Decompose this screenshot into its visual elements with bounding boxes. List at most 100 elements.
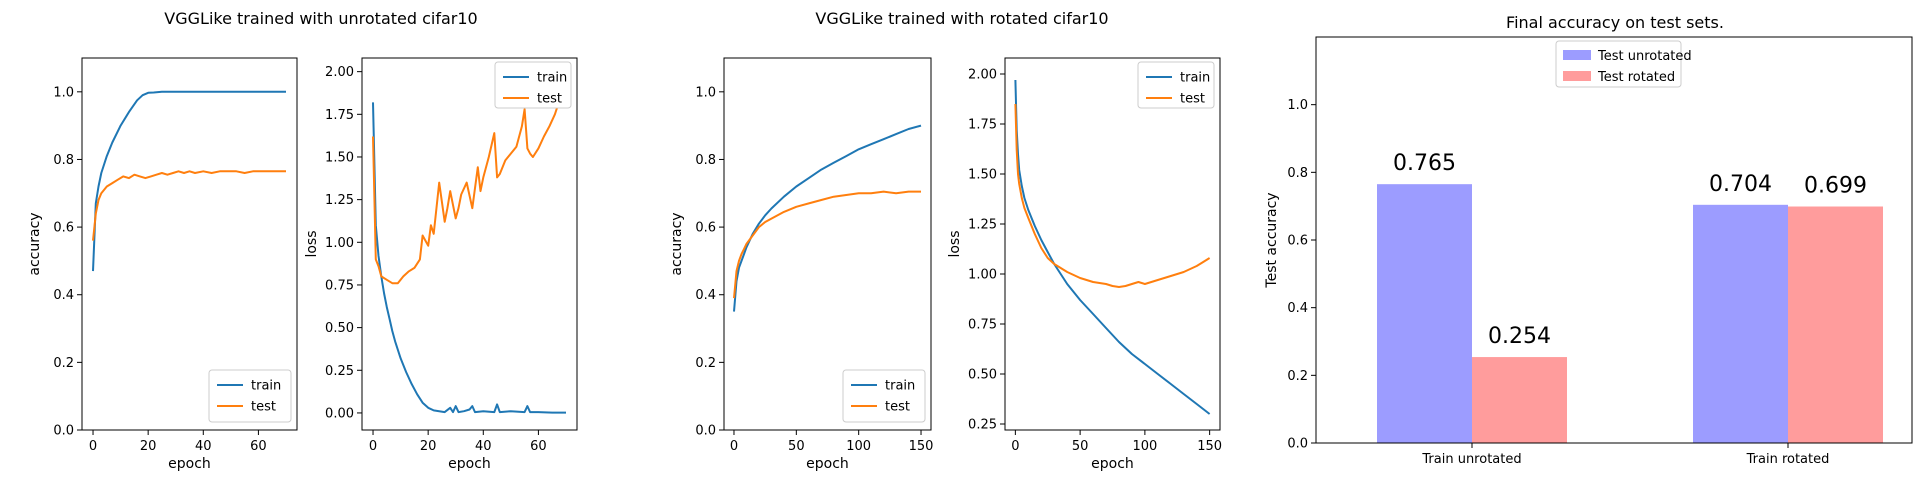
plot-frame (723, 57, 932, 431)
series-line-train (733, 124, 922, 312)
x-tick-label: 20 (140, 439, 157, 454)
x-tick-label: 150 (1197, 439, 1222, 454)
x-tick-label: Train unrotated (1421, 452, 1521, 467)
y-tick-label: 0.0 (1287, 437, 1308, 452)
legend: train test (208, 369, 292, 423)
x-tick-label: 60 (530, 439, 547, 454)
x-tick-label: 0 (730, 439, 738, 454)
legend: train test (842, 369, 926, 423)
y-tick-label: 1.00 (325, 236, 354, 251)
y-tick-label: 0.0 (695, 424, 716, 439)
series-line-train (372, 102, 566, 414)
chart-5: 0.765 0.704 0.254 0.699 0.0 0.2 0.4 0.6 0.8 1.0 Tr… (1264, 36, 1913, 467)
legend-box (1137, 61, 1215, 109)
x-tick-label: 0 (1011, 439, 1019, 454)
legend-swatch-Test rotated (1563, 71, 1591, 81)
plot-frame (81, 57, 298, 431)
bar-chart-title: Final accuracy on test sets. (1506, 13, 1724, 32)
y-tick-label: 1.75 (325, 108, 354, 123)
x-axis-label: epoch (1091, 456, 1134, 472)
legend-label-train: train (885, 379, 915, 394)
y-tick-label: 1.25 (968, 218, 997, 233)
y-tick-label: 0.4 (695, 288, 716, 303)
y-tick-label: 0.8 (1287, 166, 1308, 181)
y-tick-label: 0.4 (1287, 301, 1308, 316)
y-tick-label: 1.0 (695, 85, 716, 100)
legend-label-test: test (537, 92, 562, 107)
series-line-test (733, 190, 921, 299)
y-tick-label: 0.75 (325, 278, 354, 293)
legend-label-Test rotated: Test rotated (1597, 70, 1675, 85)
x-tick-label: 50 (1072, 439, 1089, 454)
series-line-test (372, 79, 567, 285)
x-tick-label: 40 (475, 439, 492, 454)
y-tick-label: 0.6 (53, 221, 74, 236)
y-tick-label: 1.50 (325, 150, 354, 165)
bar-value-label: 0.765 (1393, 151, 1456, 176)
y-tick-label: 0.6 (695, 221, 716, 236)
bar-value-label: 0.254 (1488, 324, 1551, 349)
chart-3: 0 50 100 150 0.0 0.2 0.4 0.6 0.8 1.0 epoch accuracy… (669, 57, 933, 472)
chart-4: 0 50 100 150 0.25 0.50 0.75 1.00 1.25 1.50 1.75 2.0… (947, 57, 1222, 472)
series-line-test (92, 170, 286, 241)
y-tick-label: 0.25 (968, 418, 997, 433)
series-line-train (92, 90, 286, 272)
y-tick-label: 0.8 (695, 153, 716, 168)
legend-label-test: test (1180, 92, 1205, 107)
group1-title: VGGLike trained with unrotated cifar10 (164, 9, 477, 28)
x-axis-label: epoch (168, 456, 211, 472)
legend-box (208, 369, 292, 423)
y-tick-label: 0.50 (325, 321, 354, 336)
y-axis-label: loss (947, 230, 963, 257)
group2-title: VGGLike trained with rotated cifar10 (815, 9, 1108, 28)
x-tick-label: 60 (250, 439, 267, 454)
x-tick-label: 50 (788, 439, 805, 454)
legend: train test (1137, 61, 1215, 109)
series-line-train (1014, 79, 1211, 415)
bar-value-label: 0.699 (1804, 174, 1867, 199)
plot-frame (361, 57, 578, 431)
legend: train test (494, 61, 572, 109)
y-tick-label: 1.00 (968, 268, 997, 283)
legend: Test unrotated Test rotated (1555, 40, 1692, 88)
legend-swatch-Test unrotated (1563, 50, 1591, 60)
legend-label-train: train (1180, 71, 1210, 86)
x-axis-label: epoch (448, 456, 491, 472)
y-tick-label: 0.25 (325, 364, 354, 379)
x-tick-label: 100 (846, 439, 871, 454)
x-tick-label: Train rotated (1746, 452, 1830, 467)
y-tick-label: 0.00 (325, 406, 354, 421)
y-axis-label: loss (304, 230, 320, 257)
legend-label-Test unrotated: Test unrotated (1597, 49, 1692, 64)
y-tick-label: 0.75 (968, 318, 997, 333)
x-tick-label: 40 (195, 439, 212, 454)
y-tick-label: 1.0 (1287, 98, 1308, 113)
legend-label-test: test (251, 400, 276, 415)
legend-box (842, 369, 926, 423)
legend-label-test: test (885, 400, 910, 415)
y-tick-label: 0.2 (695, 356, 716, 371)
y-tick-label: 0.6 (1287, 234, 1308, 249)
y-tick-label: 1.25 (325, 193, 354, 208)
y-tick-label: 0.8 (53, 153, 74, 168)
chart-1: 0 20 40 60 0.0 0.2 0.4 0.6 0.8 1.0 epoch accuracy tr… (27, 57, 298, 472)
bar-value-label: 0.704 (1709, 172, 1772, 197)
chart-2: 0 20 40 60 0.00 0.25 0.50 0.75 1.00 1.25 1.50 1.75 2… (304, 57, 578, 472)
y-tick-label: 0.4 (53, 288, 74, 303)
x-axis-label: epoch (806, 456, 849, 472)
bar-Test unrotated-2 (1693, 204, 1788, 443)
y-tick-label: 0.2 (53, 356, 74, 371)
bar-Test rotated-2 (1788, 206, 1883, 443)
y-tick-label: 0.50 (968, 368, 997, 383)
y-tick-label: 0.2 (1287, 369, 1308, 384)
plot-frame (1004, 57, 1221, 431)
y-tick-label: 0.0 (53, 424, 74, 439)
legend-label-train: train (251, 379, 281, 394)
y-tick-label: 2.00 (325, 65, 354, 80)
y-tick-label: 1.75 (968, 118, 997, 133)
x-tick-label: 20 (420, 439, 437, 454)
y-axis-label: accuracy (27, 212, 43, 275)
x-tick-label: 0 (369, 439, 377, 454)
y-tick-label: 1.0 (53, 85, 74, 100)
